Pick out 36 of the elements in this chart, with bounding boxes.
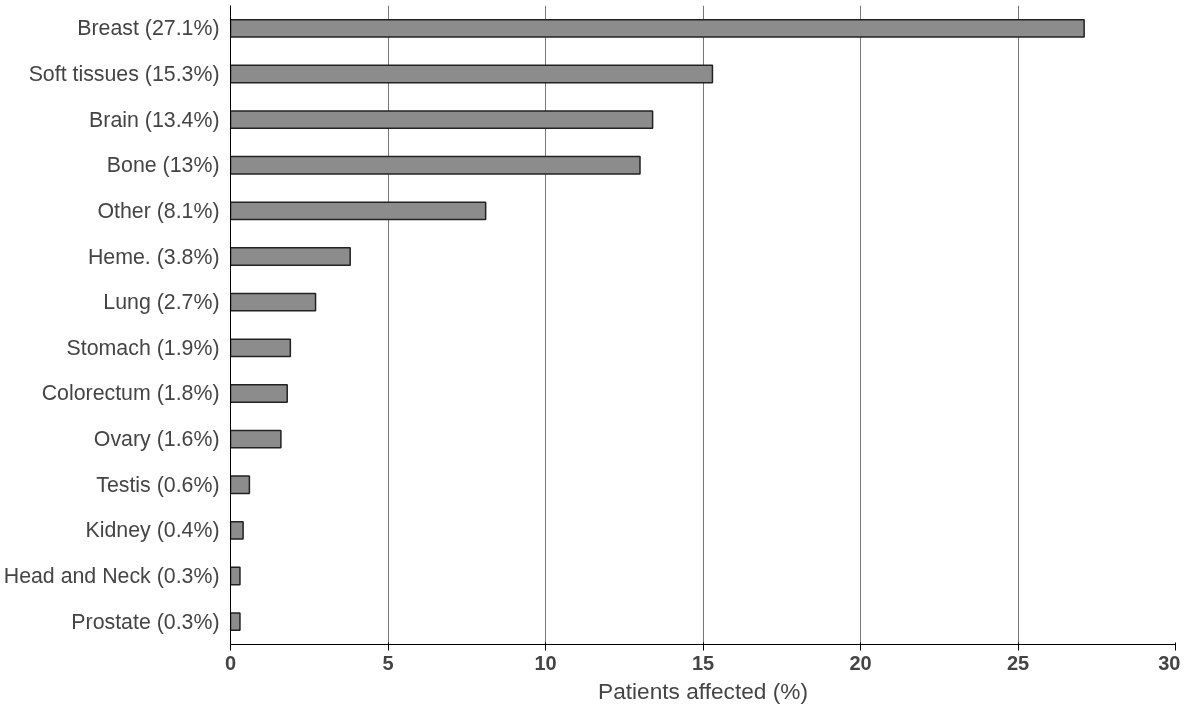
x-axis-title: Patients affected (%) <box>598 677 808 704</box>
x-tick-label: 25 <box>1006 651 1030 674</box>
x-tick-label: 0 <box>224 651 237 674</box>
bar <box>230 292 317 312</box>
bar <box>230 520 244 540</box>
bar <box>230 201 487 221</box>
y-tick-label: Brain (13.4%) <box>89 107 220 132</box>
bar <box>230 384 288 403</box>
bar <box>230 429 282 449</box>
x-tick-label: 5 <box>382 651 394 674</box>
x-tick-label: 20 <box>849 651 872 674</box>
y-tick-label: Testis (0.6%) <box>96 472 220 497</box>
bar <box>230 18 1085 38</box>
x-tick-label: 15 <box>691 651 715 674</box>
y-tick-label: Stomach (1.9%) <box>66 335 220 360</box>
x-tick-label: 10 <box>534 651 557 674</box>
y-tick-label: Ovary (1.6%) <box>93 427 220 452</box>
y-tick-label: Kidney (0.4%) <box>85 518 220 543</box>
y-tick-label: Colorectum (1.8%) <box>41 381 220 406</box>
bar <box>230 338 292 358</box>
y-tick-label: Other (8.1%) <box>97 198 220 223</box>
x-tick-label: 30 <box>1158 651 1181 674</box>
bar <box>230 475 251 495</box>
y-tick-label: Prostate (0.3%) <box>71 609 220 634</box>
y-tick-label: Lung (2.7%) <box>103 290 220 315</box>
y-tick-label: Breast (27.1%) <box>77 16 220 41</box>
bar <box>230 155 641 175</box>
bar <box>230 110 654 130</box>
bar <box>230 612 241 632</box>
y-tick-label: Head and Neck (0.3%) <box>3 564 220 589</box>
y-tick-label: Soft tissues (15.3%) <box>28 61 220 86</box>
bar <box>230 566 241 586</box>
bar <box>230 247 351 266</box>
bar <box>230 64 714 84</box>
y-tick-label: Bone (13%) <box>106 153 220 178</box>
y-tick-label: Heme. (3.8%) <box>87 244 220 269</box>
